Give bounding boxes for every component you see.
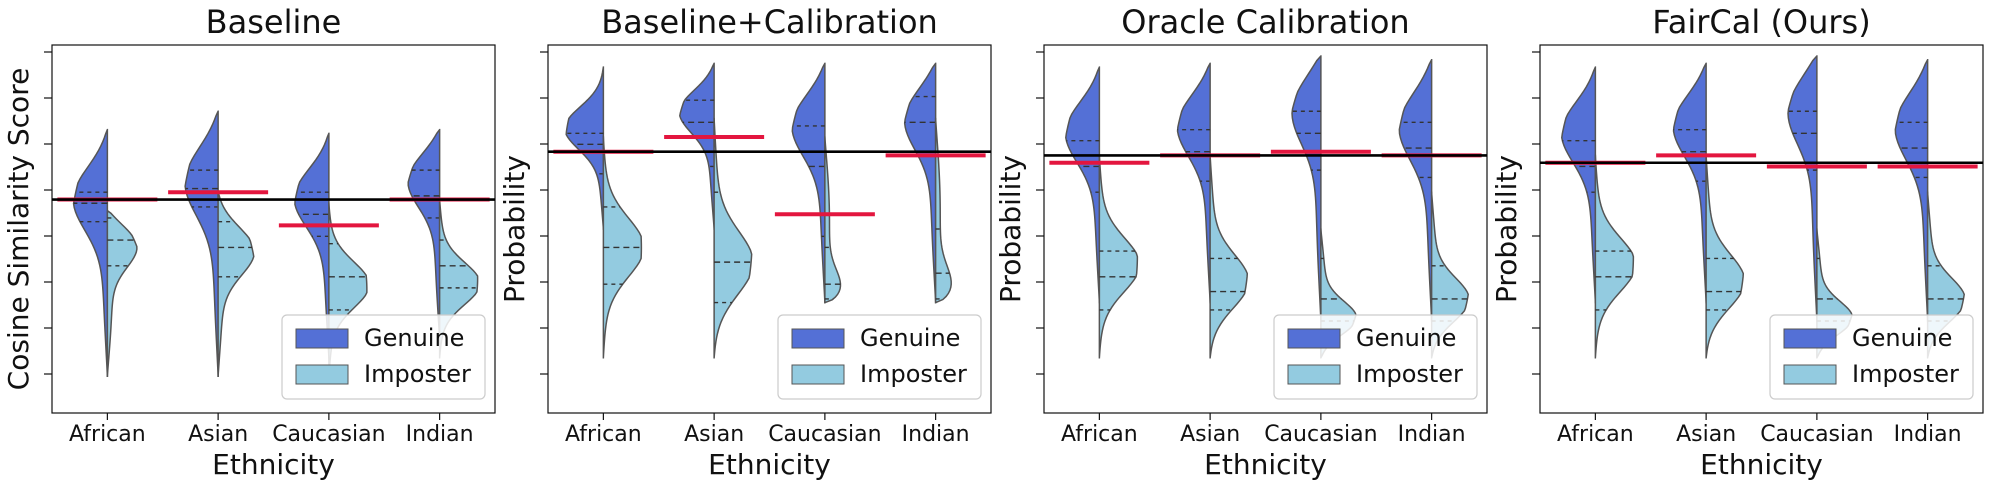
- violin-genuine-asian: [1176, 62, 1211, 303]
- x-tick-label: Asian: [1180, 422, 1240, 447]
- legend-label-imposter: Imposter: [860, 360, 967, 388]
- legend-swatch-genuine: [791, 328, 845, 349]
- violin-imposter-asian: [1705, 155, 1745, 358]
- x-tick-label: Indian: [902, 422, 970, 447]
- violin-genuine-african: [565, 66, 605, 230]
- legend-label-imposter: Imposter: [1356, 360, 1463, 388]
- legend-label-genuine: Genuine: [1356, 324, 1456, 352]
- chart-panel-1: Baseline+Calibration African Asian Caucasia…: [498, 3, 992, 481]
- legend-swatch-imposter: [1783, 364, 1837, 385]
- legend-label-imposter: Imposter: [1852, 360, 1959, 388]
- x-tick-label: African: [1061, 422, 1138, 447]
- violin-genuine-indian: [1398, 58, 1433, 322]
- chart-title: Baseline+Calibration: [601, 3, 938, 41]
- violin-genuine-caucasian: [1787, 55, 1818, 322]
- chart-panel-3: FairCal (Ours) African Asian Caucasian India…: [1490, 3, 1984, 481]
- x-tick-label: Caucasian: [768, 422, 881, 447]
- chart-panel-2: Oracle Calibration African Asian Caucasian I…: [994, 3, 1488, 481]
- legend: Genuine Imposter: [777, 314, 982, 400]
- plot-frame: [1539, 44, 1984, 414]
- x-axis-label: Ethnicity: [708, 448, 831, 481]
- legend-swatch-genuine: [295, 328, 349, 349]
- x-tick-label: African: [1557, 422, 1634, 447]
- legend-label-genuine: Genuine: [364, 324, 464, 352]
- x-tick-label: Caucasian: [272, 422, 385, 447]
- x-tick-label: Caucasian: [1264, 422, 1377, 447]
- x-tick-label: Asian: [188, 422, 248, 447]
- legend-swatch-imposter: [791, 364, 845, 385]
- legend-swatch-imposter: [295, 364, 349, 385]
- legend-swatch-genuine: [1287, 328, 1341, 349]
- y-axis-label: Probability: [498, 155, 531, 303]
- x-tick-label: African: [565, 422, 642, 447]
- violin-imposter-african: [106, 209, 138, 377]
- y-axis-label: Probability: [1490, 155, 1523, 303]
- x-axis-label: Ethnicity: [212, 448, 335, 481]
- legend: Genuine Imposter: [281, 314, 486, 400]
- violin-imposter-indian: [934, 117, 952, 304]
- legend-label-imposter: Imposter: [364, 360, 471, 388]
- x-tick-label: Indian: [406, 422, 474, 447]
- legend: Genuine Imposter: [1273, 314, 1478, 400]
- x-tick-label: Asian: [684, 422, 744, 447]
- violin-imposter-asian: [217, 191, 255, 377]
- chart-panel-0: Baseline African Asian Caucasian Indian Ethni…: [2, 3, 496, 481]
- legend-label-genuine: Genuine: [860, 324, 960, 352]
- y-axis-label: Probability: [994, 155, 1027, 303]
- chart-title: FairCal (Ours): [1652, 3, 1870, 41]
- violin-genuine-african: [1065, 66, 1101, 303]
- legend-swatch-imposter: [1287, 364, 1341, 385]
- y-axis-label: Cosine Similarity Score: [2, 68, 35, 391]
- violin-imposter-african: [602, 136, 643, 359]
- violin-genuine-african: [72, 128, 109, 377]
- violin-imposter-asian: [713, 117, 753, 359]
- violin-imposter-caucasian: [824, 136, 842, 304]
- x-tick-label: African: [69, 422, 146, 447]
- violin-imposter-african: [1098, 155, 1139, 358]
- x-axis-label: Ethnicity: [1700, 448, 1823, 481]
- violin-genuine-asian: [679, 62, 715, 230]
- plot-frame: [51, 44, 496, 414]
- violin-imposter-african: [1594, 155, 1635, 358]
- violin-genuine-caucasian: [1291, 55, 1322, 322]
- legend-swatch-genuine: [1783, 328, 1837, 349]
- violin-genuine-indian: [407, 128, 441, 341]
- x-axis-label: Ethnicity: [1204, 448, 1327, 481]
- violin-genuine-indian: [903, 62, 937, 304]
- violin-genuine-caucasian: [791, 62, 826, 304]
- plot-frame: [1043, 44, 1488, 414]
- chart-title: Baseline: [206, 3, 342, 41]
- violin-genuine-indian: [1894, 58, 1929, 322]
- plot-frame: [547, 44, 992, 414]
- chart-title: Oracle Calibration: [1121, 3, 1409, 41]
- violin-imposter-asian: [1209, 155, 1249, 358]
- legend-label-genuine: Genuine: [1852, 324, 1952, 352]
- x-tick-label: Caucasian: [1760, 422, 1873, 447]
- legend: Genuine Imposter: [1769, 314, 1974, 400]
- x-tick-label: Asian: [1676, 422, 1736, 447]
- violin-genuine-asian: [184, 110, 219, 377]
- x-tick-label: Indian: [1894, 422, 1962, 447]
- violin-genuine-african: [1561, 66, 1597, 303]
- x-tick-label: Indian: [1398, 422, 1466, 447]
- violin-genuine-asian: [1672, 62, 1707, 303]
